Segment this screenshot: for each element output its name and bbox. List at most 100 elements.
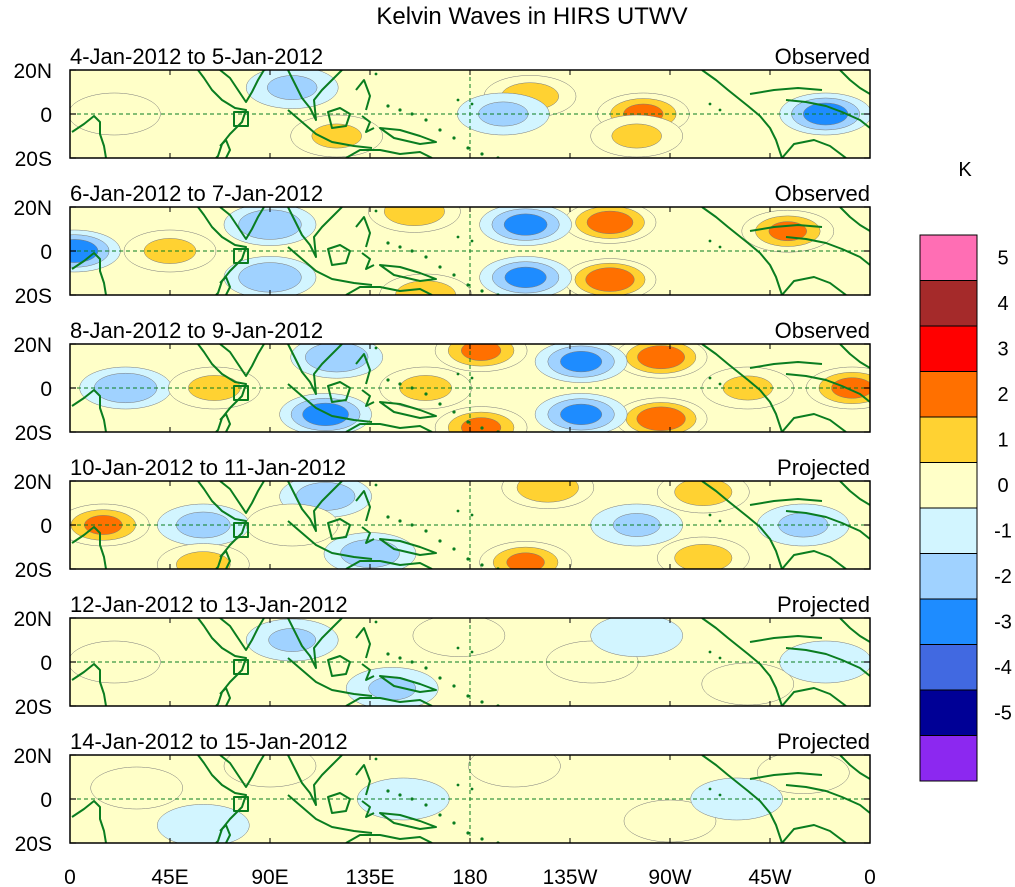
negative-anomaly-contour bbox=[302, 402, 349, 426]
negative-anomaly-contour bbox=[560, 351, 603, 373]
panel-status: Observed bbox=[775, 181, 870, 206]
lat-label: 20N bbox=[13, 608, 52, 631]
lon-label: 135E bbox=[345, 866, 394, 887]
panel-status: Projected bbox=[777, 592, 870, 617]
anomaly-field bbox=[70, 618, 870, 706]
longitude-axis: 0 45E 90E 135E 180 135W 90W 45W 0 bbox=[64, 866, 876, 887]
lat-label: 20S bbox=[15, 696, 52, 719]
colorbar-swatch bbox=[919, 280, 978, 327]
anomaly-field bbox=[70, 481, 870, 569]
colorbar-swatch bbox=[919, 462, 978, 509]
colorbar-swatch bbox=[919, 735, 978, 782]
panel-date-range: 10-Jan-2012 to 11-Jan-2012 bbox=[70, 455, 346, 480]
negative-anomaly-contour bbox=[238, 262, 302, 293]
panel-status: Projected bbox=[777, 729, 870, 754]
anomaly-field bbox=[70, 344, 870, 432]
colorbar-label: -4 bbox=[994, 657, 1012, 679]
negative-anomaly-contour bbox=[590, 618, 683, 657]
positive-anomaly-contour bbox=[383, 207, 445, 226]
positive-anomaly-contour bbox=[506, 552, 545, 569]
positive-anomaly-contour bbox=[461, 417, 502, 432]
map-panel: 10-Jan-2012 to 11-Jan-2012 Projected 20N 0 2… bbox=[13, 455, 871, 582]
lat-label: 20S bbox=[15, 422, 52, 445]
negative-anomaly-contour bbox=[305, 344, 369, 373]
anomaly-field bbox=[70, 207, 870, 295]
negative-anomaly-contour bbox=[268, 628, 317, 652]
lat-label: 0 bbox=[40, 104, 52, 127]
map-panel: 8-Jan-2012 to 9-Jan-2012 Observed 20N 0 20S bbox=[13, 318, 871, 445]
map-panel: 14-Jan-2012 to 15-Jan-2012 Projected 20N 0 2… bbox=[13, 729, 871, 856]
lat-label: 20N bbox=[13, 60, 52, 83]
map-panel: 12-Jan-2012 to 13-Jan-2012 Projected 20N 0 2… bbox=[13, 592, 871, 719]
negative-anomaly-contour bbox=[504, 266, 547, 288]
colorbar-swatch bbox=[919, 371, 978, 418]
lat-label: 0 bbox=[40, 378, 52, 401]
positive-anomaly-contour bbox=[674, 481, 733, 506]
lat-label: 20N bbox=[13, 471, 52, 494]
colorbar-label: -5 bbox=[994, 703, 1012, 725]
lon-label: 90E bbox=[251, 866, 288, 887]
colorbar-swatch bbox=[919, 553, 978, 600]
positive-anomaly-contour bbox=[611, 123, 662, 149]
positive-anomaly-contour bbox=[516, 481, 579, 503]
positive-anomaly-contour bbox=[90, 766, 183, 810]
positive-anomaly-contour bbox=[585, 267, 635, 292]
colorbar-label: 0 bbox=[997, 475, 1008, 497]
positive-anomaly-contour bbox=[176, 551, 231, 569]
colorbar-label: 4 bbox=[997, 293, 1008, 315]
lon-label: 45W bbox=[748, 866, 791, 887]
colorbar-swatch bbox=[919, 598, 978, 645]
lat-label: 0 bbox=[40, 241, 52, 264]
panel-status: Observed bbox=[775, 44, 870, 69]
lat-label: 0 bbox=[40, 652, 52, 675]
positive-anomaly-contour bbox=[637, 345, 685, 370]
negative-anomaly-contour bbox=[560, 403, 603, 425]
positive-anomaly-contour bbox=[636, 406, 686, 431]
positive-anomaly-contour bbox=[412, 618, 506, 657]
positive-anomaly-contour bbox=[701, 662, 795, 706]
lon-label: 90W bbox=[648, 866, 691, 887]
lat-label: 20S bbox=[15, 148, 52, 171]
colorbar-label: -3 bbox=[994, 612, 1012, 634]
positive-anomaly-contour bbox=[674, 544, 733, 569]
map-panel: 4-Jan-2012 to 5-Jan-2012 Observed 20N 0 20S bbox=[13, 44, 871, 171]
panel-date-range: 4-Jan-2012 to 5-Jan-2012 bbox=[70, 44, 323, 69]
lon-label: 45E bbox=[151, 866, 188, 887]
colorbar-swatch bbox=[919, 416, 978, 463]
lat-label: 20N bbox=[13, 745, 52, 768]
map-panel: 6-Jan-2012 to 7-Jan-2012 Observed 20N 0 20S bbox=[13, 181, 871, 308]
lat-label: 0 bbox=[40, 515, 52, 538]
anomaly-field bbox=[70, 70, 870, 158]
positive-anomaly-contour bbox=[311, 123, 362, 149]
colorbar-label: 1 bbox=[997, 430, 1008, 452]
negative-anomaly-contour bbox=[267, 75, 318, 100]
anomaly-field bbox=[70, 755, 870, 843]
lon-label: 180 bbox=[452, 866, 487, 887]
negative-anomaly-contour bbox=[503, 213, 548, 236]
lat-label: 20S bbox=[15, 285, 52, 308]
lat-label: 20N bbox=[13, 197, 52, 220]
colorbar: K 5 4 3 2 1 0 -1 -2 -3 -4 -5 bbox=[919, 159, 1012, 782]
panel-date-range: 8-Jan-2012 to 9-Jan-2012 bbox=[70, 318, 323, 343]
panel-date-range: 12-Jan-2012 to 13-Jan-2012 bbox=[70, 592, 348, 617]
map-panels: 4-Jan-2012 to 5-Jan-2012 Observed20N020S6… bbox=[13, 44, 871, 856]
colorbar-swatch bbox=[919, 325, 978, 372]
lat-label: 20N bbox=[13, 334, 52, 357]
colorbar-label: -1 bbox=[994, 521, 1012, 543]
colorbar-units: K bbox=[958, 159, 972, 181]
lon-label: 0 bbox=[64, 866, 76, 887]
positive-anomaly-contour bbox=[586, 210, 634, 234]
colorbar-label: 2 bbox=[997, 384, 1008, 406]
positive-anomaly-contour bbox=[461, 344, 502, 361]
colorbar-swatch bbox=[919, 689, 978, 736]
lat-label: 20S bbox=[15, 559, 52, 582]
positive-anomaly-contour bbox=[468, 755, 561, 788]
colorbar-swatch bbox=[919, 644, 978, 691]
panel-status: Projected bbox=[777, 455, 870, 480]
colorbar-swatch bbox=[919, 507, 978, 554]
panel-status: Observed bbox=[775, 318, 870, 343]
lat-label: 0 bbox=[40, 789, 52, 812]
panel-date-range: 14-Jan-2012 to 15-Jan-2012 bbox=[70, 729, 348, 754]
lon-label: 0 bbox=[864, 866, 876, 887]
